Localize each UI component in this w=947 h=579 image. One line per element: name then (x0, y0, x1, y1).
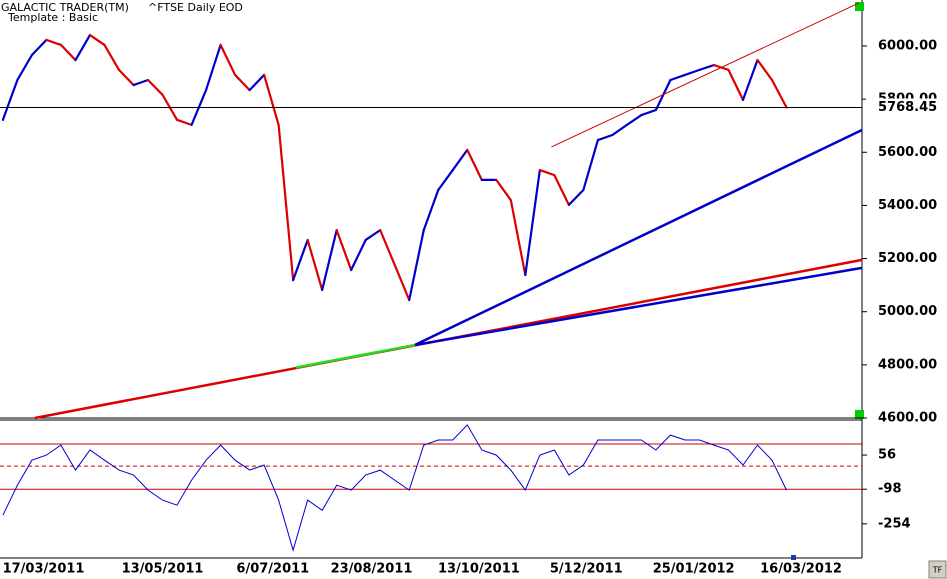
price-segment (538, 168, 556, 177)
price-segment (741, 58, 759, 102)
price-segment (495, 178, 512, 202)
indicator-line (2, 424, 787, 552)
price-segment (59, 43, 77, 62)
cursor-marker (791, 555, 796, 560)
price-segment (321, 229, 338, 292)
last-price-bg (866, 98, 946, 117)
x-tick-label: 25/01/2012 (653, 562, 735, 577)
price-segment (16, 53, 34, 82)
price-segment (379, 229, 396, 267)
y-tick-label: -98 (878, 482, 902, 497)
y-tick-label: 6000.00 (878, 38, 937, 53)
price-segment (74, 33, 92, 62)
y-tick-label: 5000.00 (878, 304, 937, 319)
header-bg (0, 0, 260, 22)
chart-title: GALACTIC TRADER(TM) (1, 1, 129, 14)
template-label: Template : Basic (7, 11, 98, 24)
price-segment (204, 43, 222, 92)
price-segment (625, 113, 643, 126)
price-segment (175, 118, 193, 126)
price-segment (640, 108, 658, 117)
y-tick-label: 5200.00 (878, 251, 937, 266)
price-segment (437, 168, 454, 192)
trendline (551, 2, 860, 148)
price-segment (146, 78, 164, 96)
price-segment (466, 148, 483, 182)
trendline (414, 128, 863, 347)
price-segment (335, 229, 353, 272)
price-segment (509, 198, 527, 277)
price-segment (408, 229, 425, 302)
y-tick-label: 4600.00 (878, 411, 937, 426)
price-segment (596, 133, 614, 142)
x-tick-label: 16/03/2012 (760, 562, 842, 577)
x-tick-label: 23/08/2011 (331, 562, 413, 577)
handle (855, 410, 864, 419)
price-segment (88, 33, 106, 47)
price-segment (1, 78, 19, 121)
chart-subtitle: ^FTSE Daily EOD (148, 1, 243, 14)
handle (855, 2, 864, 11)
price-segment (698, 64, 716, 71)
x-tick-label: 6/07/2011 (236, 562, 309, 577)
price-segment (306, 238, 324, 292)
price-segment (582, 138, 599, 192)
y-tick-label: 5400.00 (878, 198, 937, 213)
tf-button[interactable] (928, 560, 947, 579)
y-tick-label: 56 (878, 448, 896, 463)
price-segment (292, 238, 309, 282)
plot-layer (0, 2, 867, 552)
price-segment (30, 38, 48, 57)
price-segment (451, 148, 469, 172)
y-tick-label: -254 (878, 516, 911, 531)
price-segment (117, 68, 135, 87)
price-segment (350, 238, 367, 272)
price-segment (103, 43, 121, 71)
price-segment (219, 43, 237, 77)
price-segment (683, 68, 701, 77)
price-segment (393, 263, 411, 302)
trendline (295, 343, 416, 369)
price-segment (669, 73, 687, 82)
price-segment (364, 229, 382, 242)
price-segment (248, 73, 266, 92)
price-segment (277, 123, 295, 282)
last-price-label: 5768.45 (878, 100, 937, 115)
x-tick-label: 17/03/2011 (3, 562, 85, 577)
y-tick-label: 4800.00 (878, 357, 937, 372)
price-segment (45, 38, 63, 47)
price-segment (770, 78, 788, 109)
price-segment (611, 123, 629, 137)
price-segment (524, 168, 541, 277)
y-tick-label: 5600.00 (878, 145, 937, 160)
price-segment (233, 73, 251, 92)
price-segment (756, 58, 774, 82)
price-segment (553, 174, 570, 206)
tf-button-label[interactable]: TF (932, 566, 943, 575)
price-segment (263, 73, 280, 126)
price-segment (132, 78, 150, 87)
price-segment (567, 188, 585, 206)
trendline (414, 266, 863, 347)
x-tick-label: 5/12/2011 (550, 562, 623, 577)
x-tick-label: 13/05/2011 (122, 562, 204, 577)
price-segment (727, 68, 745, 102)
x-tick-label: 13/10/2011 (438, 562, 520, 577)
price-segment (422, 188, 440, 232)
